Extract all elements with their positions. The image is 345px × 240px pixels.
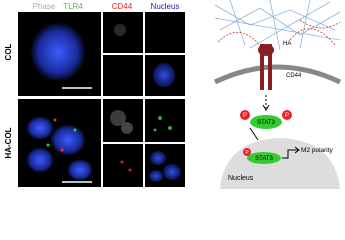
label-p: P (243, 113, 247, 119)
col-header: TLR4 (63, 2, 83, 11)
row-label: COL (4, 43, 13, 60)
label-stat3: STAT3 (257, 120, 275, 126)
label-nucleus: Nucleus (228, 175, 254, 182)
diagram (213, 0, 342, 189)
page: {"micrograph":{"columns":["Phase","TLR4"… (4, 0, 342, 189)
label-p: P (245, 150, 249, 156)
col-header: Nucleus (151, 2, 180, 11)
label-ha: HA (283, 41, 291, 47)
label-stat3-nuclear: STAT3 (255, 156, 273, 162)
col-header: Phase (33, 2, 56, 11)
label-p: P (285, 113, 289, 119)
micrographs-col (18, 12, 185, 96)
col-header: CD44 (112, 2, 133, 11)
label-outcome: M2 polarity (301, 147, 334, 154)
row-label: HA-COL (4, 127, 13, 158)
micrographs-ha-col (18, 99, 185, 187)
label-cd44: CD44 (286, 73, 302, 79)
figure: Phase TLR4 CD44 Nucleus COL HA-COL HA CD… (4, 0, 342, 189)
